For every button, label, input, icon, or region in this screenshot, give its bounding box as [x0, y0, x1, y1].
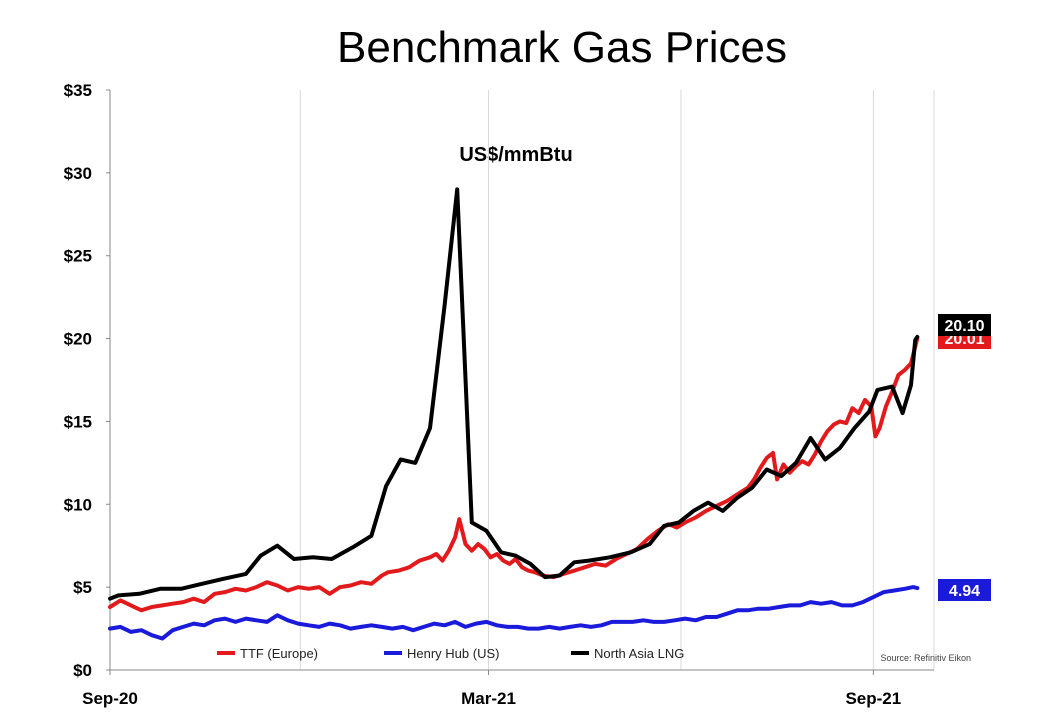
- end-label-box-1: [938, 579, 991, 601]
- y-axis-ticks: $0 $5 $10 $15 $20 $25 $30 $35: [64, 81, 110, 680]
- xtick-label-0: Sep-20: [82, 689, 138, 708]
- x-axis-ticks: Sep-20 Mar-21 Sep-21: [82, 670, 901, 708]
- legend: TTF (Europe) Henry Hub (US) North Asia LNG: [217, 646, 684, 661]
- series-line-1: [108, 585, 920, 641]
- ytick-label-15: $15: [64, 412, 92, 431]
- ytick-label-30: $30: [64, 164, 92, 183]
- vertical-gridlines: [109, 90, 935, 670]
- end-label-2: 20.10: [944, 318, 984, 335]
- series-lines: [108, 187, 920, 641]
- xtick-label-1: Mar-21: [461, 689, 516, 708]
- chart-title: Benchmark Gas Prices: [337, 23, 787, 72]
- series-line-2: [108, 187, 920, 601]
- ytick-label-20: $20: [64, 330, 92, 349]
- ytick-label-5: $5: [73, 578, 92, 597]
- ytick-label-10: $10: [64, 495, 92, 514]
- ytick-label-35: $35: [64, 81, 92, 100]
- legend-label-0: TTF (Europe): [240, 646, 318, 661]
- end-label-1: 4.94: [949, 583, 980, 600]
- ytick-label-0: $0: [73, 661, 92, 680]
- ytick-label-25: $25: [64, 247, 92, 266]
- legend-label-1: Henry Hub (US): [407, 646, 499, 661]
- series-line-0: [108, 336, 920, 613]
- legend-label-2: North Asia LNG: [594, 646, 684, 661]
- xtick-label-2: Sep-21: [845, 689, 901, 708]
- chart-subtitle: US$/mmBtu: [459, 144, 572, 166]
- end-label-box-2: [938, 314, 991, 336]
- source-note: Source: Refinitiv Eikon: [880, 653, 971, 663]
